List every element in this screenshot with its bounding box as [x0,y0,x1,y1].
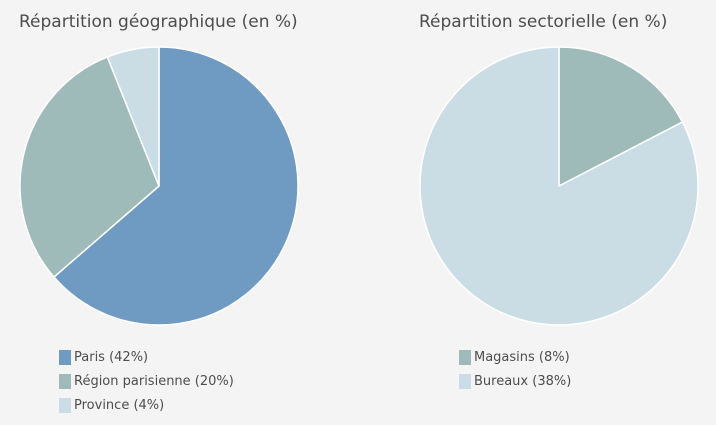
pie-chart [419,46,699,326]
chart-title: Répartition géographique (en %) [19,12,298,32]
legend-label: Bureaux (38%) [474,373,572,389]
geographic-chart: Répartition géographique (en %) Paris (4… [19,12,299,417]
pie-slice-0 [558,46,684,187]
legend-label: Région parisienne (20%) [74,373,234,389]
legend-item: Paris (42%) [59,345,234,369]
legend: Paris (42%) Région parisienne (20%) Provin… [59,345,234,417]
pie-slice-2 [106,46,160,187]
legend-swatch [59,397,71,413]
pie-slice-1 [19,56,160,278]
legend-item: Bureaux (38%) [459,369,571,393]
pie-slice-1 [419,46,699,326]
legend-item: Région parisienne (20%) [59,369,234,393]
legend-label: Province (4%) [74,397,165,413]
pie-slice-0 [53,46,299,326]
legend-swatch [59,373,71,389]
legend-swatch [59,349,71,365]
chart-title: Répartition sectorielle (en %) [419,12,668,32]
legend: Magasins (8%) Bureaux (38%) [459,345,571,393]
legend-swatch [459,373,471,389]
pie-chart [19,46,299,326]
legend-item: Province (4%) [59,393,234,417]
legend-item: Magasins (8%) [459,345,571,369]
legend-label: Magasins (8%) [474,349,570,365]
legend-swatch [459,349,471,365]
legend-label: Paris (42%) [74,349,149,365]
sectoral-chart: Répartition sectorielle (en %) Magasins … [358,0,716,425]
